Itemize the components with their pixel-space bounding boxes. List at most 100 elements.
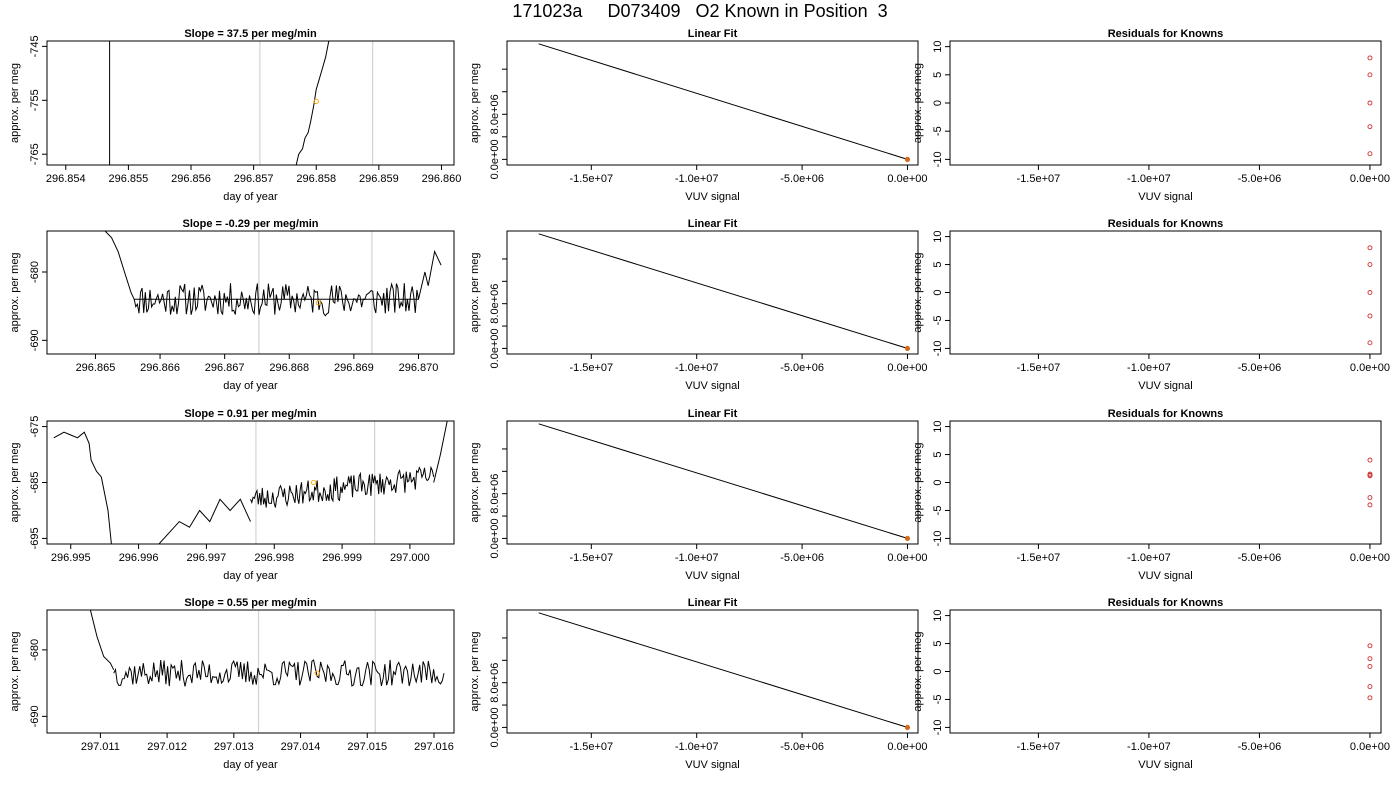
y-tick-label: -680 <box>29 261 41 283</box>
y-axis-label: approx. per meg <box>9 63 21 143</box>
y-tick-label: -685 <box>29 471 41 493</box>
panel-title: Linear Fit <box>688 28 738 40</box>
x-tick-label: -1.0e+07 <box>675 362 719 374</box>
x-tick-label: -1.5e+07 <box>1017 552 1061 564</box>
x-axis-label: day of year <box>223 380 278 392</box>
x-tick-label: 0.0e+00 <box>887 362 927 374</box>
plot-area <box>538 612 911 731</box>
plot-frame <box>506 40 919 166</box>
time-series-4: Slope = 0.55 per meg/min 297.011 297.012 29… <box>9 597 455 771</box>
residual-point <box>1367 457 1373 463</box>
x-tick-label: 296.998 <box>254 552 294 564</box>
residual-point <box>1367 695 1373 701</box>
x-tick-label: -1.0e+07 <box>1127 362 1171 374</box>
x-tick-label: -1.0e+07 <box>675 552 719 564</box>
residual-point <box>1367 151 1373 157</box>
x-tick-label: 0.0e+00 <box>1350 173 1390 185</box>
x-axis-label: day of year <box>223 191 278 203</box>
x-tick-label: -1.5e+07 <box>569 741 613 753</box>
y-tick-label: -5 <box>932 695 944 705</box>
plot-frame <box>949 40 1382 166</box>
y-tick-label: 0.0e+00 <box>489 518 501 558</box>
plot-area <box>538 423 911 542</box>
plot-frame <box>949 420 1382 545</box>
residual-point <box>1367 656 1373 662</box>
linear-fit-4: Linear Fit -1.5e+07 -1.0e+07 -5.0e+06 0.0e+0… <box>469 597 928 771</box>
x-tick-label: 297.014 <box>281 741 321 753</box>
panel-title: Linear Fit <box>688 218 738 230</box>
y-tick-label: 5 <box>932 72 944 78</box>
x-tick-label: -1.0e+07 <box>675 741 719 753</box>
residual-point <box>1367 340 1373 346</box>
residual-point <box>1367 72 1373 78</box>
fit-line <box>538 233 908 349</box>
x-tick-label: -1.5e+07 <box>569 362 613 374</box>
x-tick-label: 296.999 <box>322 552 362 564</box>
residuals-2: Residuals for Knowns -1.5e+07 -1.0e+07 -5.0… <box>912 218 1390 392</box>
panel-title: Slope = -0.29 per meg/min <box>182 218 318 230</box>
x-tick-label: 296.868 <box>269 362 309 374</box>
known-point <box>314 670 320 676</box>
x-tick-label: -1.0e+07 <box>1127 741 1171 753</box>
y-tick-label: -695 <box>29 527 41 549</box>
plot-frame <box>506 609 919 734</box>
page-title: 171023a D073409 O2 Known in Position 3 <box>512 1 888 21</box>
x-tick-label: 296.854 <box>46 173 86 185</box>
x-axis-label: day of year <box>223 570 278 582</box>
x-axis-label: VUV signal <box>1138 191 1192 203</box>
residual-point <box>1367 495 1373 501</box>
x-axis-label: VUV signal <box>1138 759 1192 771</box>
x-tick-label: 0.0e+00 <box>1350 362 1390 374</box>
y-axis-label: approx. per meg <box>9 252 21 332</box>
y-tick-label: -5 <box>932 506 944 516</box>
x-tick-label: -5.0e+06 <box>780 552 824 564</box>
x-tick-label: -1.0e+07 <box>1127 552 1171 564</box>
x-tick-label: 297.011 <box>81 741 120 753</box>
x-tick-label: -1.5e+07 <box>1017 362 1061 374</box>
x-tick-label: 297.015 <box>347 741 387 753</box>
time-series-2: Slope = -0.29 per meg/min 296.865 296.866 2… <box>9 218 455 392</box>
y-tick-label: 10 <box>932 609 944 621</box>
x-tick-label: 0.0e+00 <box>887 552 927 564</box>
known-point <box>315 300 321 306</box>
x-axis-label: VUV signal <box>685 759 739 771</box>
y-tick-label: 0.0e+00 <box>489 139 501 179</box>
x-tick-label: -1.5e+07 <box>1017 173 1061 185</box>
y-tick-label: 0 <box>932 668 944 674</box>
y-tick-label: -690 <box>29 329 41 351</box>
x-tick-label: 296.866 <box>140 362 180 374</box>
y-axis-label: approx. per meg <box>469 63 481 143</box>
plot-area <box>89 610 445 733</box>
plot-area <box>109 41 374 165</box>
x-axis-label: VUV signal <box>1138 570 1192 582</box>
y-tick-label: -5 <box>932 316 944 326</box>
panel-title: Residuals for Knowns <box>1108 408 1224 420</box>
residual-point <box>1367 55 1373 61</box>
x-tick-label: 0.0e+00 <box>887 173 927 185</box>
series-line <box>158 498 251 544</box>
x-tick-label: 296.995 <box>51 552 91 564</box>
x-tick-label: 296.859 <box>359 173 399 185</box>
x-tick-label: 296.860 <box>422 173 462 185</box>
y-tick-label: 8.0e+06 <box>489 94 501 134</box>
y-axis-label: approx. per meg <box>912 631 924 711</box>
x-tick-label: 297.012 <box>147 741 187 753</box>
plot-area <box>1367 55 1373 157</box>
x-tick-label: 296.870 <box>399 362 439 374</box>
panel-title: Slope = 37.5 per meg/min <box>184 28 317 40</box>
series-line <box>53 431 102 478</box>
y-tick-label: 5 <box>932 261 944 267</box>
y-tick-label: 10 <box>932 230 944 242</box>
plot-frame <box>506 230 919 355</box>
x-tick-label: 296.858 <box>296 173 336 185</box>
residuals-3: Residuals for Knowns -1.5e+07 -1.0e+07 -5.0… <box>912 408 1390 582</box>
residuals-1: Residuals for Knowns -1.5e+07 -1.0e+07 -5.0… <box>912 28 1390 203</box>
panel-title: Residuals for Knowns <box>1108 218 1224 230</box>
x-tick-label: 296.857 <box>234 173 274 185</box>
series-line <box>433 421 448 483</box>
x-axis-label: VUV signal <box>1138 380 1192 392</box>
x-tick-label: 296.856 <box>171 173 211 185</box>
residual-point <box>1367 290 1373 295</box>
residual-point <box>1367 124 1373 130</box>
x-tick-label: 296.867 <box>205 362 245 374</box>
